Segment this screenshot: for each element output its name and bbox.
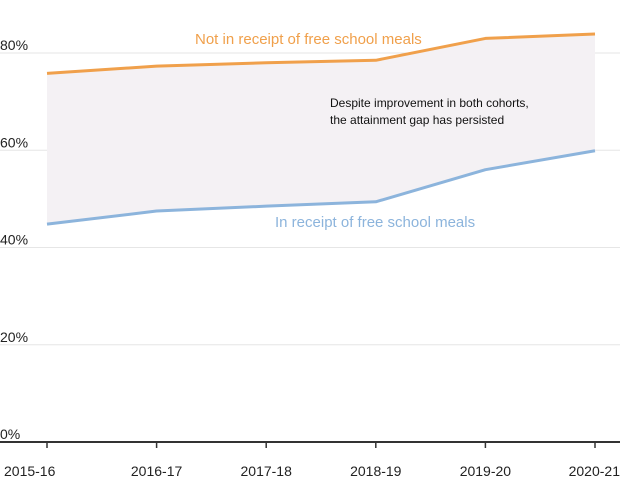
annotation-line-2: the attainment gap has persisted [330,113,504,127]
x-tick-label: 2015-16 [4,463,56,479]
x-tick-label: 2020-21 [569,463,620,479]
x-tick-label: 2018-19 [350,463,402,479]
y-tick-label: 0% [0,426,20,442]
y-tick-label: 60% [0,134,28,150]
series-label-fsm: In receipt of free school meals [275,214,475,231]
y-tick-label: 80% [0,37,28,53]
x-tick-label: 2016-17 [131,463,183,479]
x-tick-label: 2019-20 [460,463,512,479]
y-tick-label: 20% [0,329,28,345]
annotation-line-1: Despite improvement in both cohorts, [330,96,529,110]
series-line-not-fsm [46,32,596,75]
x-axis-ticks: 2015-16 2016-17 2017-18 2018-19 2019-20 2020-… [4,442,620,479]
series-label-not-fsm: Not in receipt of free school meals [195,31,422,48]
y-axis-tick-labels: 0% 20% 40% 60% 80% [0,37,28,442]
series-line-fsm [46,149,596,226]
y-tick-label: 40% [0,232,28,248]
x-tick-label: 2017-18 [241,463,293,479]
